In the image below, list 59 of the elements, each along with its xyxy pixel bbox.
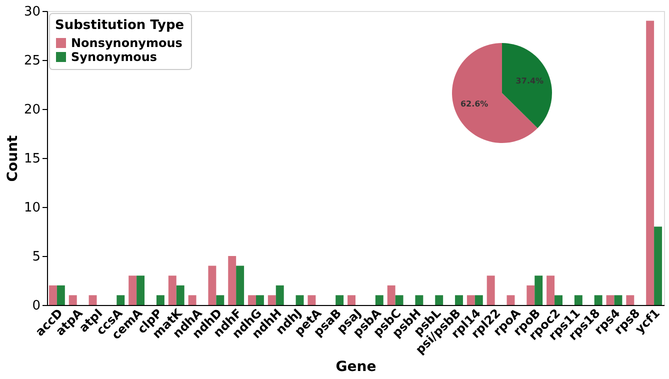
bar [486, 276, 495, 305]
data-label: 37.4% [516, 76, 544, 86]
bar [348, 295, 356, 305]
bar [574, 295, 582, 305]
bar [188, 295, 196, 305]
legend-label: Nonsynonymous [71, 36, 182, 50]
bar [474, 295, 483, 305]
y-tick-label: 5 [32, 250, 40, 264]
bar [248, 295, 256, 305]
y-tick-label: 25 [24, 54, 40, 68]
bar [128, 276, 137, 305]
bar [466, 295, 475, 305]
bar [308, 295, 316, 305]
bar [56, 285, 65, 305]
bar [375, 295, 384, 305]
legend-label: Synonymous [71, 50, 158, 64]
bar [156, 295, 164, 305]
bar [614, 295, 622, 305]
y-tick-label: 0 [32, 298, 40, 314]
bar [228, 256, 236, 305]
bar [216, 295, 224, 305]
bar [534, 276, 543, 305]
x-axis-title: Gene [336, 359, 376, 376]
bar [554, 295, 562, 305]
y-tick-label: 10 [24, 200, 40, 216]
bar [455, 295, 463, 305]
bar [256, 295, 264, 305]
bar [296, 295, 304, 305]
bar [387, 285, 396, 305]
bar [395, 295, 404, 305]
bar [594, 295, 602, 305]
bar [116, 295, 125, 305]
bar [276, 285, 284, 305]
bar [546, 276, 555, 305]
y-axis-title: Count [4, 134, 21, 182]
y-tick-label: 30 [24, 4, 40, 20]
bar [646, 20, 654, 305]
bar [176, 285, 184, 305]
bar [526, 285, 535, 305]
bar [136, 276, 145, 305]
bar [626, 295, 634, 305]
bar [336, 295, 344, 305]
bar [208, 266, 216, 305]
y-tick-label: 15 [24, 152, 40, 166]
data-label: 62.6% [460, 100, 488, 109]
bar [268, 295, 276, 305]
y-tick-label: 20 [24, 102, 40, 118]
bar [435, 295, 444, 305]
legend-title: Substitution Type [55, 18, 184, 33]
pie-slice [502, 43, 552, 128]
bar [168, 276, 176, 305]
bar [236, 266, 244, 305]
bar [68, 295, 77, 305]
bar [88, 295, 97, 305]
bar [48, 285, 57, 305]
bar [654, 226, 662, 305]
bar [506, 295, 515, 305]
bar [606, 295, 614, 305]
bar [415, 295, 424, 305]
